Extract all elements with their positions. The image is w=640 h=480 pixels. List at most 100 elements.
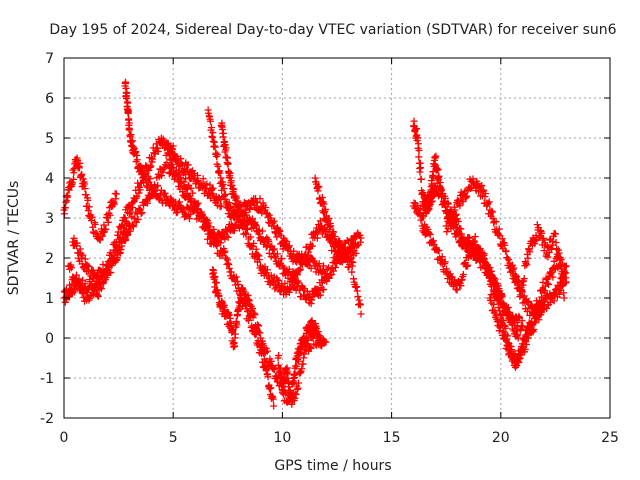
interpolated-point	[510, 264, 518, 272]
interpolated-point	[545, 280, 553, 288]
interpolated-point	[145, 194, 153, 202]
data-point	[318, 342, 326, 350]
interpolated-point	[419, 212, 427, 220]
interpolated-point	[117, 246, 125, 254]
interpolated-point	[158, 172, 165, 180]
interpolated-point	[216, 169, 224, 177]
data-point	[560, 294, 568, 302]
interpolated-point	[72, 271, 80, 279]
interpolated-point	[299, 360, 307, 368]
interpolated-point	[185, 215, 193, 223]
interpolated-point	[509, 318, 517, 326]
series-track-11	[274, 317, 326, 406]
interpolated-point	[478, 182, 486, 190]
interpolated-point	[487, 271, 495, 279]
interpolated-point	[415, 153, 423, 161]
interpolated-point	[263, 347, 271, 355]
interpolated-point	[510, 350, 518, 358]
interpolated-point	[279, 245, 287, 253]
interpolated-point	[238, 211, 246, 219]
interpolated-point	[330, 228, 338, 236]
interpolated-point	[467, 185, 475, 193]
interpolated-point	[275, 352, 283, 360]
interpolated-point	[256, 195, 264, 203]
x-tick-label: 0	[60, 430, 69, 446]
interpolated-point	[306, 343, 314, 351]
interpolated-point	[116, 249, 124, 257]
interpolated-point	[524, 254, 532, 262]
interpolated-point	[149, 155, 157, 163]
y-tick-label: 7	[45, 51, 54, 67]
interpolated-point	[503, 335, 511, 343]
interpolated-point	[288, 394, 296, 402]
interpolated-point	[267, 384, 275, 392]
interpolated-point	[177, 173, 185, 181]
interpolated-point	[264, 373, 272, 381]
interpolated-point	[166, 155, 174, 163]
interpolated-point	[452, 210, 460, 218]
interpolated-point	[84, 196, 92, 204]
interpolated-point	[505, 349, 513, 357]
interpolated-point	[262, 203, 270, 211]
interpolated-point	[127, 131, 135, 139]
interpolated-point	[206, 117, 214, 125]
interpolated-point	[320, 200, 328, 208]
interpolated-point	[464, 261, 472, 269]
interpolated-point	[138, 208, 146, 216]
interpolated-point	[247, 233, 255, 241]
interpolated-point	[521, 345, 529, 353]
interpolated-point	[308, 242, 316, 250]
data-point	[180, 178, 188, 186]
interpolated-point	[85, 296, 93, 304]
data-point	[252, 198, 260, 206]
interpolated-point	[307, 264, 315, 272]
x-tick-label: 10	[273, 430, 291, 446]
interpolated-point	[91, 220, 99, 228]
interpolated-point	[219, 129, 227, 137]
interpolated-point	[295, 357, 303, 365]
interpolated-point	[220, 185, 228, 193]
interpolated-point	[102, 225, 110, 233]
interpolated-point	[331, 232, 339, 240]
data-point	[503, 254, 511, 262]
interpolated-point	[67, 264, 75, 272]
interpolated-point	[435, 172, 443, 180]
interpolated-point	[186, 194, 194, 202]
interpolated-point	[442, 203, 450, 211]
interpolated-point	[154, 147, 162, 155]
interpolated-point	[296, 265, 304, 273]
interpolated-point	[481, 255, 489, 263]
interpolated-point	[320, 262, 328, 270]
interpolated-point	[81, 185, 89, 193]
y-tick-label: -2	[40, 411, 54, 427]
interpolated-point	[498, 235, 506, 243]
interpolated-point	[482, 190, 490, 198]
interpolated-point	[426, 230, 434, 238]
interpolated-point	[315, 260, 323, 268]
data-point	[217, 202, 225, 210]
interpolated-point	[539, 278, 547, 286]
interpolated-point	[139, 164, 147, 172]
interpolated-point	[65, 186, 73, 194]
interpolated-point	[147, 162, 155, 170]
interpolated-point	[528, 318, 536, 326]
interpolated-point	[118, 242, 126, 250]
interpolated-point	[316, 226, 324, 234]
interpolated-point	[154, 182, 162, 190]
interpolated-point	[325, 214, 333, 222]
interpolated-point	[70, 234, 78, 242]
interpolated-point	[85, 203, 93, 211]
interpolated-point	[224, 160, 232, 168]
interpolated-point	[544, 253, 552, 261]
interpolated-point	[137, 210, 145, 218]
interpolated-point	[263, 266, 271, 274]
data-point	[453, 286, 461, 294]
interpolated-point	[214, 151, 222, 159]
interpolated-point	[123, 89, 131, 97]
interpolated-point	[108, 260, 116, 268]
x-tick-label: 15	[383, 430, 401, 446]
interpolated-point	[94, 292, 102, 300]
interpolated-point	[426, 193, 434, 201]
interpolated-point	[423, 204, 431, 212]
interpolated-point	[285, 242, 293, 250]
